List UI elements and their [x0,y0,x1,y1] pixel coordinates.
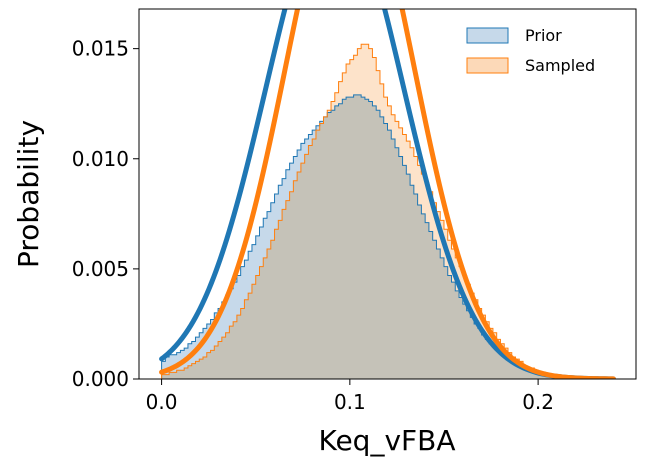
plot-area [159,9,616,379]
legend-label-sampled: Sampled [525,56,595,75]
legend: Prior Sampled [466,26,595,75]
y-tick-label: 0.015 [72,37,129,61]
y-axis-title: Probability [12,120,45,268]
x-tick-label: 0.0 [146,390,178,414]
legend-swatch-prior [466,27,509,44]
legend-swatch-sampled [466,57,509,74]
ticks: 0.0 0.1 0.2 0.000 0.005 0.010 0.015 [72,37,554,414]
histogram-overlap [161,94,614,379]
y-tick-label: 0.010 [72,147,129,171]
y-tick-label: 0.000 [72,367,129,391]
x-tick-label: 0.2 [522,390,554,414]
y-tick-label: 0.005 [72,257,129,281]
x-tick-label: 0.1 [334,390,366,414]
x-axis-title: Keq_vFBA [318,424,455,457]
fit-curve-sampled [159,9,616,379]
legend-label-prior: Prior [525,26,562,45]
axes-frame [138,8,637,380]
